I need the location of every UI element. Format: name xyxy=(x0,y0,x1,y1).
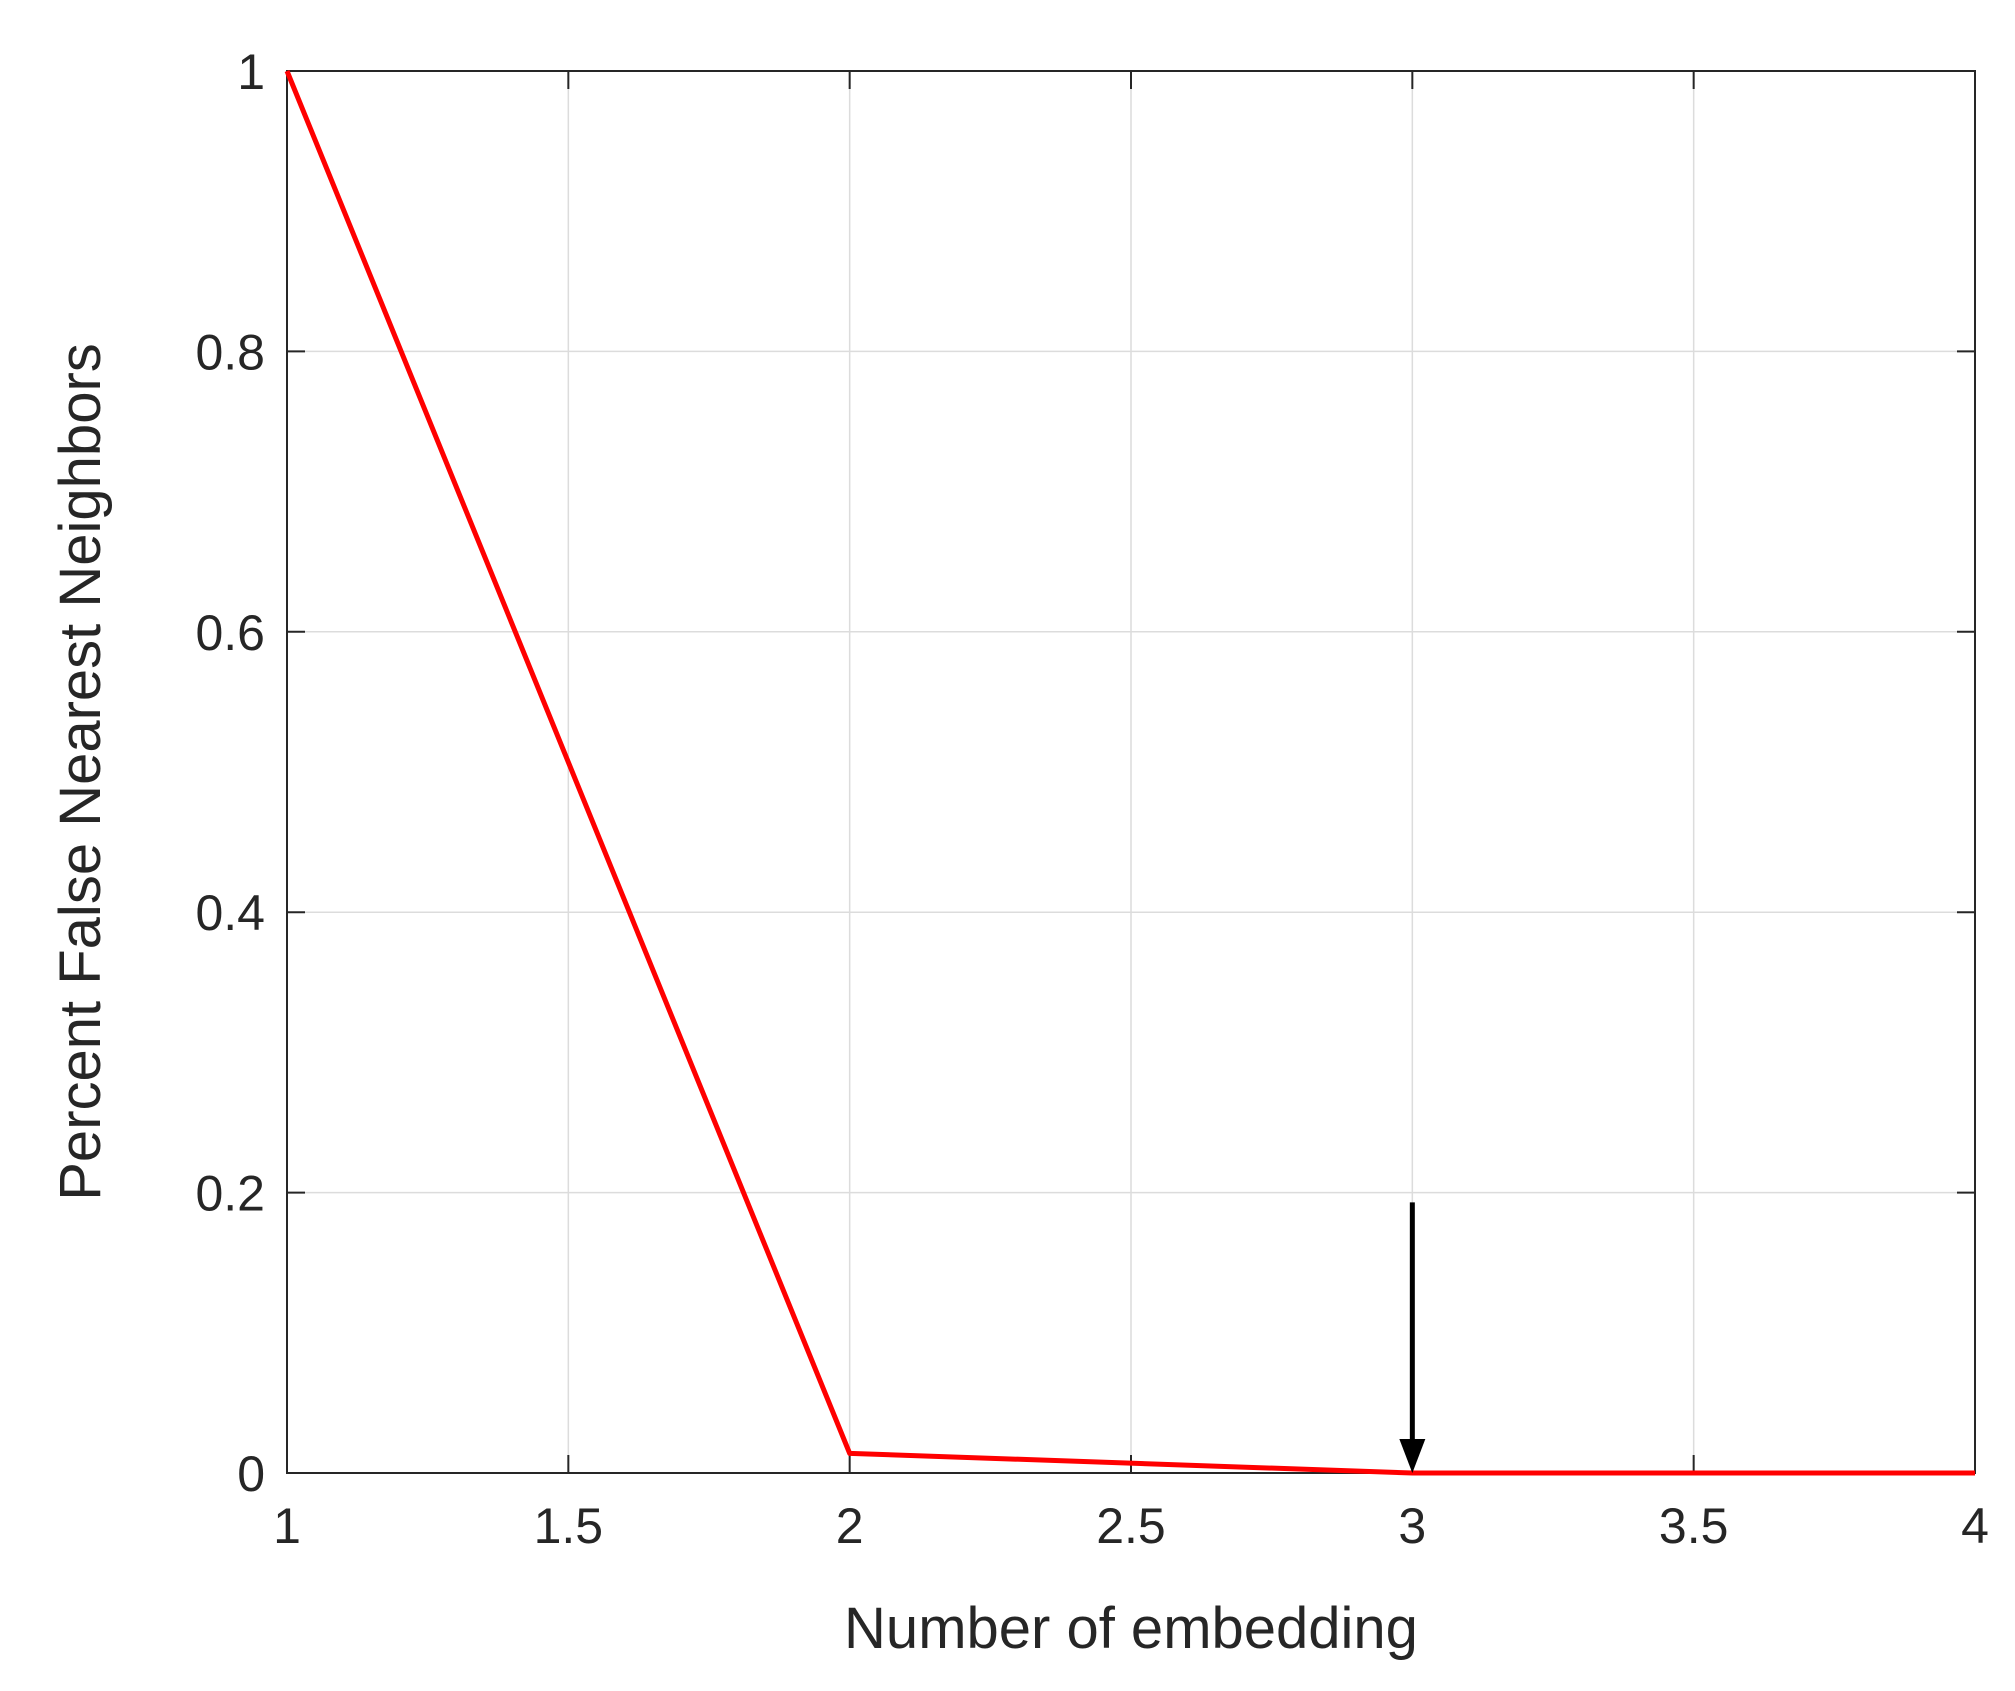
y-tick-label-3: 0.6 xyxy=(195,605,265,661)
x-tick-label-1: 1.5 xyxy=(534,1498,604,1554)
y-tick-label-0: 0 xyxy=(237,1446,265,1502)
x-tick-label-5: 3.5 xyxy=(1659,1498,1729,1554)
y-axis-label: Percent False Nearest Neighbors xyxy=(48,343,113,1201)
x-tick-label-0: 1 xyxy=(273,1498,301,1554)
y-tick-label-2: 0.4 xyxy=(195,885,265,941)
arrow-annotation-0 xyxy=(1399,1202,1426,1473)
x-tick-label-3: 2.5 xyxy=(1096,1498,1166,1554)
y-tick-label-1: 0.2 xyxy=(195,1166,265,1222)
annotations xyxy=(1399,1202,1426,1473)
series-lines xyxy=(284,70,1975,1476)
x-tick-label-4: 3 xyxy=(1398,1498,1426,1554)
arrow-head xyxy=(1399,1439,1426,1473)
x-axis-label: Number of embedding xyxy=(844,1596,1418,1661)
x-tick-label-6: 4 xyxy=(1961,1498,1989,1554)
y-tick-labels: 0 0.2 0.4 0.6 0.8 1 xyxy=(195,44,265,1502)
x-tick-labels: 1 1.5 2 2.5 3 3.5 4 xyxy=(273,1498,1989,1554)
series-line-0 xyxy=(284,70,1975,1476)
y-tick-label-4: 0.8 xyxy=(195,324,265,380)
x-tick-label-2: 2 xyxy=(836,1498,864,1554)
y-tick-label-5: 1 xyxy=(237,44,265,100)
